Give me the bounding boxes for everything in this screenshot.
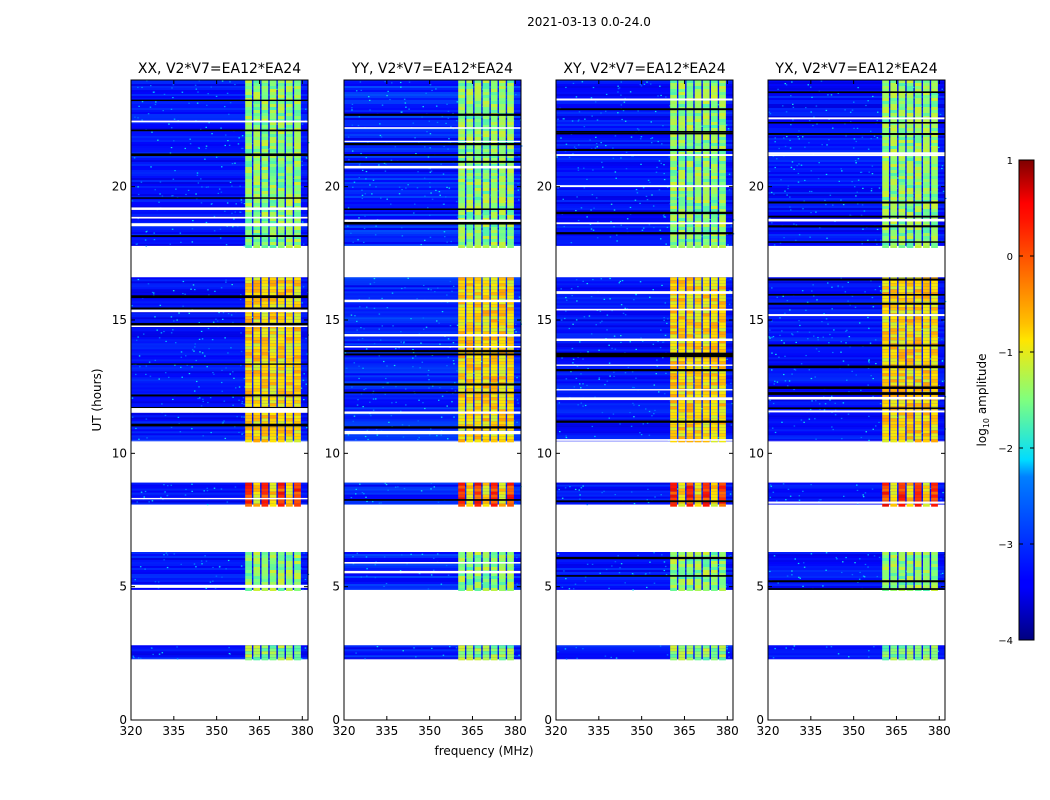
data-block (344, 482, 522, 507)
panel-title: XY, V2*V7=EA12*EA24 (563, 61, 725, 77)
colorbar-tick-label: 1 (1007, 156, 1013, 167)
y-tick-label: 20 (112, 180, 127, 194)
y-tick-label: 10 (749, 446, 764, 460)
data-block (556, 552, 733, 591)
panel-1: YY, V2*V7=EA12*EA24 320 335 350 365 380 0 5 10 15… (325, 61, 527, 738)
panel-title: YX, V2*V7=EA12*EA24 (774, 61, 937, 77)
colorbar-label-subscript: 10 (982, 418, 991, 428)
colorbar-ticks: −4 −3 −2 −1 0 1 (998, 156, 1034, 647)
y-tick-label: 5 (544, 580, 552, 594)
y-tick-label: 10 (537, 446, 552, 460)
x-tick-label: 335 (375, 724, 398, 738)
x-axis-label: frequency (MHz) (434, 744, 533, 758)
data-block (344, 277, 523, 443)
panel-3: YX, V2*V7=EA12*EA24 320 335 350 365 380 0 5 10 15… (749, 61, 951, 738)
x-tick-label: 365 (885, 724, 908, 738)
x-tick-label: 320 (120, 724, 143, 738)
y-axis-label: UT (hours) (90, 368, 104, 431)
colorbar-tick-label: 0 (1007, 252, 1013, 263)
data-block (556, 277, 734, 443)
y-tick-label: 15 (325, 313, 340, 327)
panel-0: XX, V2*V7=EA12*EA24 320 335 350 365 380 0 5 10 15… (112, 61, 314, 738)
y-tick-label: 15 (112, 313, 127, 327)
x-tick-label: 365 (248, 724, 271, 738)
x-tick-label: 320 (757, 724, 780, 738)
data-block (556, 482, 733, 507)
x-tick-label: 380 (291, 724, 314, 738)
y-tick-label: 5 (756, 580, 764, 594)
y-tick-label: 0 (756, 713, 764, 727)
y-tick-label: 20 (537, 180, 552, 194)
data-block (344, 552, 521, 591)
data-block (131, 277, 309, 443)
y-tick-label: 0 (119, 713, 127, 727)
x-tick-label: 335 (799, 724, 822, 738)
colorbar-tick-label: −4 (998, 636, 1013, 647)
axes-frame (555, 79, 734, 721)
y-tick-label: 0 (544, 713, 552, 727)
y-tick-label: 5 (119, 580, 127, 594)
colorbar-gradient (1018, 159, 1035, 641)
axes-frame (767, 79, 946, 721)
x-tick-label: 320 (333, 724, 356, 738)
x-tick-label: 365 (461, 724, 484, 738)
x-tick-label: 335 (162, 724, 185, 738)
x-tick-label: 350 (418, 724, 441, 738)
figure-title: 2021-03-13 0.0-24.0 (527, 15, 651, 29)
colorbar: −4 −3 −2 −1 0 1 log10 amplitude (975, 156, 1035, 647)
x-tick-label: 380 (716, 724, 739, 738)
x-tick-label: 320 (545, 724, 568, 738)
data-block (131, 552, 310, 591)
colorbar-tick-label: −2 (998, 444, 1013, 455)
x-tick-label: 335 (587, 724, 610, 738)
y-tick-label: 10 (112, 446, 127, 460)
data-block (768, 482, 945, 507)
colorbar-label-suffix: amplitude (975, 354, 989, 418)
x-tick-label: 350 (842, 724, 865, 738)
panels: XX, V2*V7=EA12*EA24 320 335 350 365 380 0 5 10 15… (112, 61, 951, 738)
data-block (344, 645, 521, 661)
axes-frame (130, 79, 309, 721)
y-tick-label: 10 (325, 446, 340, 460)
data-block (131, 80, 310, 248)
data-block (556, 80, 735, 248)
y-tick-label: 20 (749, 180, 764, 194)
data-block (768, 80, 947, 248)
data-block (768, 277, 947, 443)
colorbar-label-prefix: log (975, 428, 989, 446)
data-block (768, 552, 946, 591)
data-block (131, 482, 308, 507)
x-tick-label: 350 (205, 724, 228, 738)
x-tick-label: 365 (673, 724, 696, 738)
y-tick-label: 15 (749, 313, 764, 327)
x-tick-label: 380 (504, 724, 527, 738)
panel-title: YY, V2*V7=EA12*EA24 (351, 61, 513, 77)
data-block (556, 645, 733, 661)
panel-title: XX, V2*V7=EA12*EA24 (138, 61, 301, 77)
data-block (131, 645, 308, 661)
x-tick-label: 350 (630, 724, 653, 738)
x-tick-label: 380 (928, 724, 951, 738)
y-tick-label: 20 (325, 180, 340, 194)
colorbar-label: log10 amplitude (975, 354, 991, 447)
y-tick-label: 0 (332, 713, 340, 727)
data-block (768, 645, 945, 661)
axes-frame (343, 79, 522, 721)
panel-2: XY, V2*V7=EA12*EA24 320 335 350 365 380 0 5 10 15… (537, 61, 739, 738)
y-tick-label: 5 (332, 580, 340, 594)
colorbar-tick-label: −3 (998, 540, 1013, 551)
data-block (344, 80, 523, 248)
colorbar-tick-label: −1 (998, 348, 1013, 359)
y-tick-label: 15 (537, 313, 552, 327)
